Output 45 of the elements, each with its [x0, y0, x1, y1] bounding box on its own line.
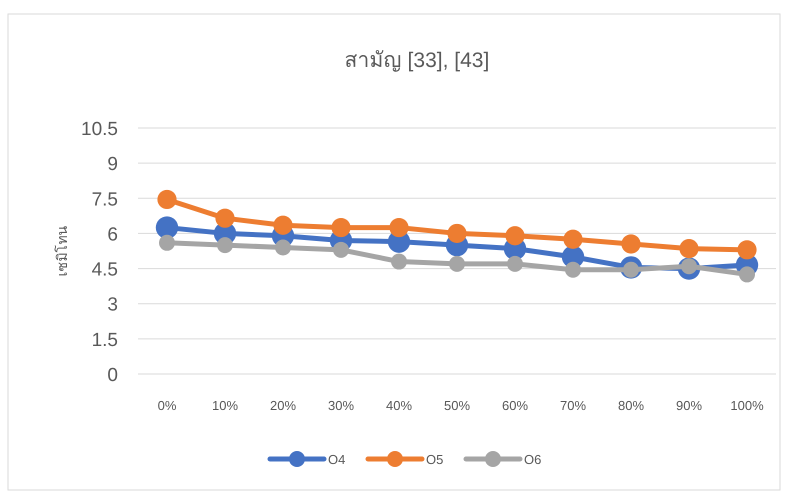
y-tick-label: 7.5: [92, 189, 118, 210]
x-tick-label: 0%: [158, 398, 177, 413]
x-tick-label: 70%: [560, 398, 586, 413]
point: [217, 237, 233, 254]
x-tick-label: 20%: [270, 398, 296, 413]
point: [447, 224, 467, 244]
y-tick-label: 3: [107, 294, 118, 316]
x-tick-label: 50%: [444, 398, 470, 413]
y-axis-title: เซมิโทน: [54, 226, 70, 276]
point: [739, 266, 755, 282]
point: [275, 239, 291, 256]
point: [389, 218, 409, 238]
legend-label: O6: [524, 452, 542, 467]
chart-title: สามัญ [33], [43]: [344, 49, 490, 72]
point: [215, 208, 235, 228]
point: [156, 216, 178, 239]
point: [505, 226, 525, 246]
x-tick-label: 90%: [676, 398, 702, 413]
point: [159, 234, 175, 251]
point: [391, 254, 407, 270]
y-tick-label: 10.5: [81, 119, 118, 140]
point: [273, 216, 293, 235]
point: [679, 239, 699, 258]
legend-label: O5: [426, 452, 444, 467]
legend-label: O4: [328, 452, 346, 467]
y-tick-label: 0: [107, 365, 118, 386]
point: [507, 256, 523, 272]
point: [333, 242, 349, 258]
point: [563, 230, 583, 249]
x-tick-label: 40%: [386, 398, 412, 413]
y-tick-label: 9: [107, 154, 118, 176]
point: [449, 256, 465, 272]
x-tick-label: 80%: [618, 398, 644, 413]
x-tick-label: 10%: [212, 398, 238, 413]
x-tick-label: 100%: [730, 398, 764, 413]
y-tick-label: 1.5: [92, 330, 118, 351]
x-tick-label: 60%: [502, 398, 528, 413]
point: [331, 218, 351, 238]
point: [621, 234, 641, 254]
point: [737, 240, 757, 260]
y-tick-label: 6: [107, 224, 118, 246]
y-tick-label: 4.5: [92, 260, 118, 281]
x-tick-label: 30%: [328, 398, 354, 413]
point: [565, 262, 581, 278]
point: [157, 190, 177, 210]
